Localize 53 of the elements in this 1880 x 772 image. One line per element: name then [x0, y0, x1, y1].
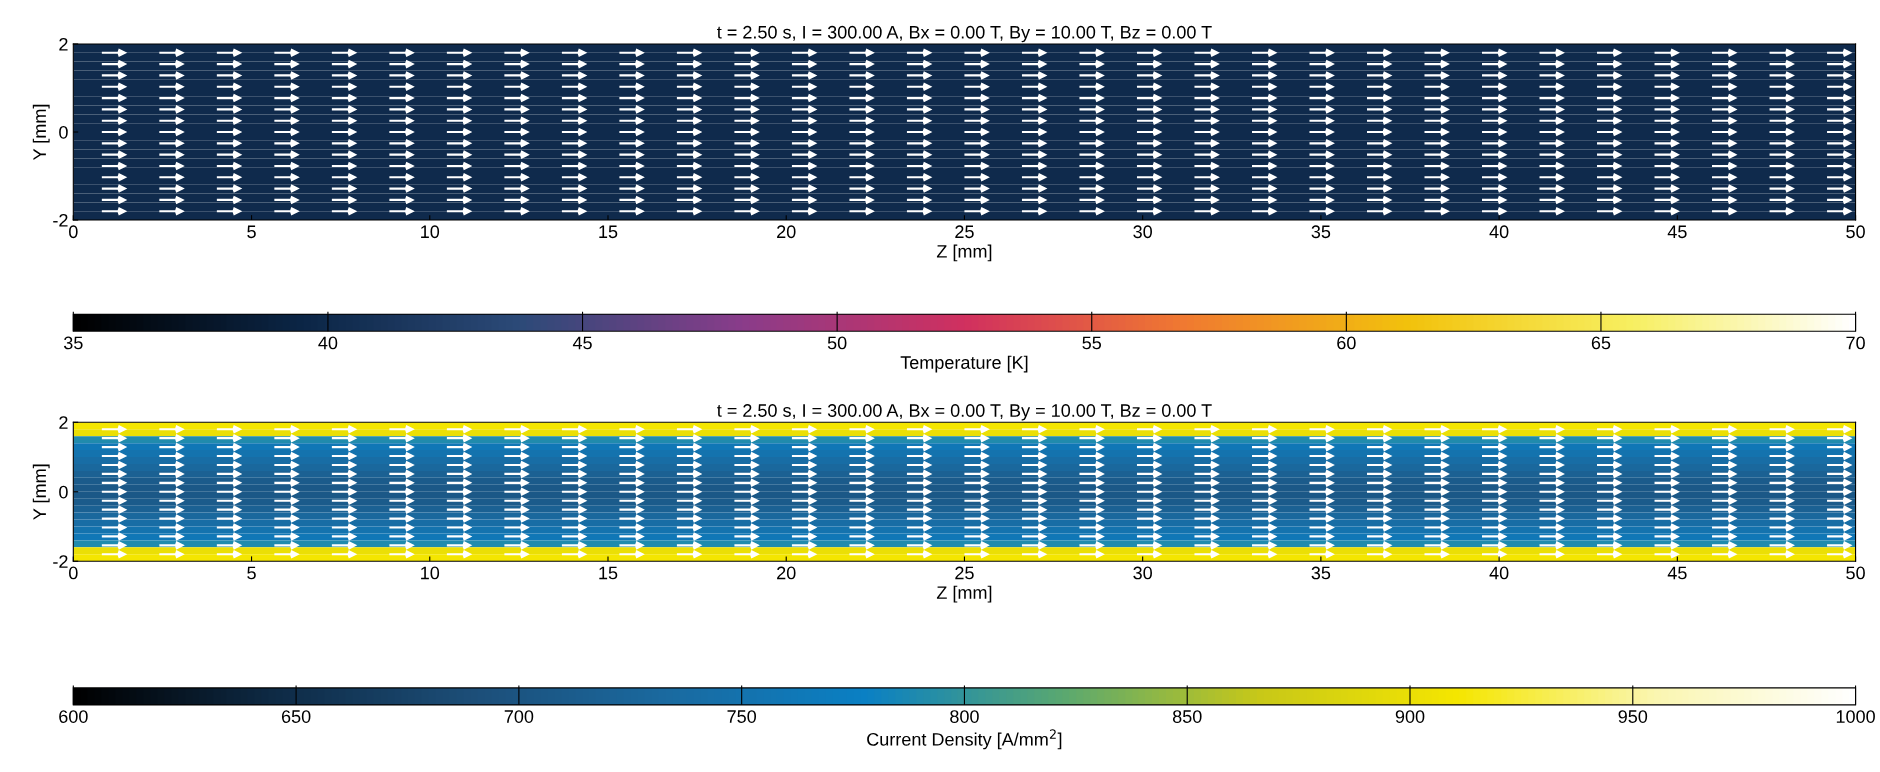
x-tick-label: 5: [247, 225, 256, 239]
color-bar-label: 600: [59, 710, 88, 723]
x-tick-label: 20: [777, 566, 796, 580]
x-tick-label: 35: [1311, 225, 1331, 239]
x-tick-label: 15: [599, 566, 618, 580]
color-bar-label: 70: [1846, 336, 1865, 350]
x-axis-title: Z [mm]: [936, 585, 992, 603]
color-bar-label: 60: [1337, 336, 1356, 350]
chart-title: t = 2.50 s, I = 300.00 A, Bx = 0.00 T, By = 10.00 T, Bz = 0.00 T: [717, 404, 1212, 421]
x-tick-label: 40: [1489, 566, 1509, 580]
x-tick-label: 20: [777, 225, 796, 239]
x-tick-label: 5: [247, 566, 256, 580]
color-bar-label: 950: [1618, 710, 1648, 723]
color-bar-label: 65: [1591, 336, 1611, 350]
x-tick-label: 10: [421, 566, 440, 580]
x-tick-label: 30: [1133, 566, 1152, 580]
y-tick-label: 0: [59, 125, 68, 139]
x-tick-label: 15: [599, 225, 618, 239]
y-tick-label: 2: [59, 37, 68, 51]
color-bar-label: 55: [1082, 336, 1102, 350]
x-tick-label: 0: [69, 566, 78, 580]
x-tick-label: 50: [1846, 225, 1865, 239]
color-bar-label: 700: [504, 710, 534, 723]
y-tick-label: -2: [53, 213, 68, 227]
y-axis-title: Y [mm]: [32, 464, 50, 520]
color-bar-label: 900: [1395, 710, 1425, 723]
x-tick-label: 10: [421, 225, 440, 239]
x-tick-label: 30: [1133, 225, 1152, 239]
color-bar-label: 850: [1172, 710, 1202, 723]
y-tick-label: 2: [59, 416, 68, 429]
x-tick-label: 45: [1667, 225, 1687, 239]
color-bar-label: 40: [318, 336, 338, 350]
color-bar-label: 800: [950, 710, 979, 723]
x-tick-label: 35: [1311, 566, 1331, 580]
color-bar-label: 50: [827, 336, 847, 350]
y-tick-label: 0: [59, 485, 68, 499]
color-bar-label: 1000: [1836, 710, 1875, 723]
chart-title: t = 2.50 s, I = 300.00 A, Bx = 0.00 T, By = 10.00 T, Bz = 0.00 T: [717, 25, 1212, 43]
x-tick-label: 25: [955, 225, 974, 239]
x-tick-label: 25: [955, 566, 974, 580]
x-tick-label: 45: [1667, 566, 1687, 580]
color-bar-label: 650: [281, 710, 311, 723]
color-bar-label: 35: [63, 336, 83, 350]
x-tick-label: 0: [69, 225, 78, 239]
y-axis-title: Y [mm]: [32, 104, 50, 161]
color-bar-title: Temperature [K]: [900, 355, 1028, 373]
x-axis-title: Z [mm]: [936, 244, 992, 262]
color-bar-title: Current Density [A/mm$^{2}$]: [867, 729, 1062, 750]
x-tick-label: 40: [1489, 225, 1509, 239]
x-tick-label: 50: [1846, 566, 1865, 580]
color-bar-label: 750: [727, 710, 757, 723]
y-tick-label: -2: [53, 555, 68, 568]
color-bar-label: 45: [572, 336, 592, 350]
